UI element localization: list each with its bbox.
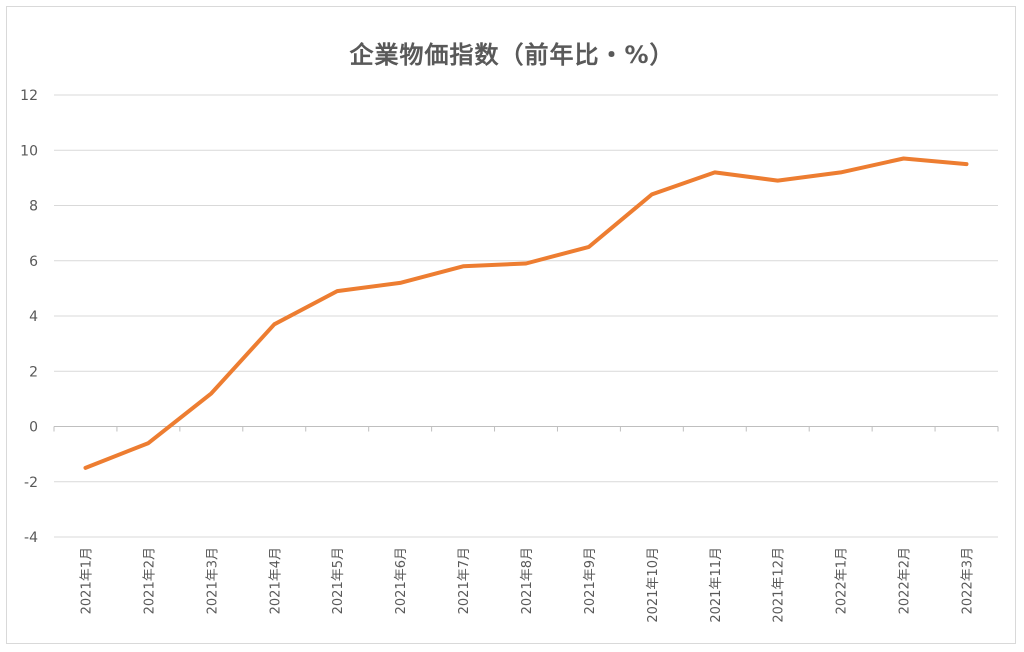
x-tick-label: 2021年11月 — [709, 547, 724, 623]
chart-title: 企業物価指数（前年比・%） — [349, 41, 675, 69]
x-tick-label: 2021年4月 — [268, 547, 283, 614]
series-group — [83, 156, 969, 470]
x-tick-label: 2021年10月 — [646, 547, 661, 623]
x-tick-label: 2021年6月 — [394, 547, 409, 614]
x-tick-label: 2022年3月 — [961, 547, 976, 614]
x-tick-label: 2021年7月 — [457, 547, 472, 614]
x-axis-ticks: 2021年1月 2021年2月 2021年3月 2021年4月 2021年5月 2021年… — [79, 547, 975, 623]
x-tick-label: 2022年2月 — [898, 547, 913, 614]
y-tick-label: -2 — [24, 475, 38, 491]
x-tick-label: 2021年9月 — [583, 547, 598, 614]
x-tick-label: 2021年3月 — [205, 547, 220, 614]
x-axis — [53, 426, 999, 432]
x-tick-label: 2021年1月 — [79, 547, 94, 614]
y-tick-label: 2 — [29, 364, 38, 380]
y-axis-ticks: -4 -2 0 2 4 6 8 10 12 — [20, 88, 38, 546]
x-tick-label: 2021年12月 — [772, 547, 787, 623]
series-line — [83, 156, 969, 470]
y-tick-label: 12 — [20, 88, 38, 104]
x-tick-label: 2021年2月 — [142, 547, 157, 614]
y-tick-label: -4 — [24, 530, 38, 546]
x-tick-label: 2022年1月 — [835, 547, 850, 614]
y-tick-label: 6 — [29, 254, 38, 270]
y-tick-label: 0 — [29, 420, 38, 436]
y-tick-label: 8 — [29, 199, 38, 215]
chart-frame: 企業物価指数（前年比・%） — [6, 6, 1016, 644]
y-tick-label: 10 — [20, 143, 38, 159]
gridlines — [54, 94, 998, 538]
x-tick-label: 2021年5月 — [331, 547, 346, 614]
x-tick-label: 2021年8月 — [520, 547, 535, 614]
y-tick-label: 4 — [29, 309, 38, 325]
